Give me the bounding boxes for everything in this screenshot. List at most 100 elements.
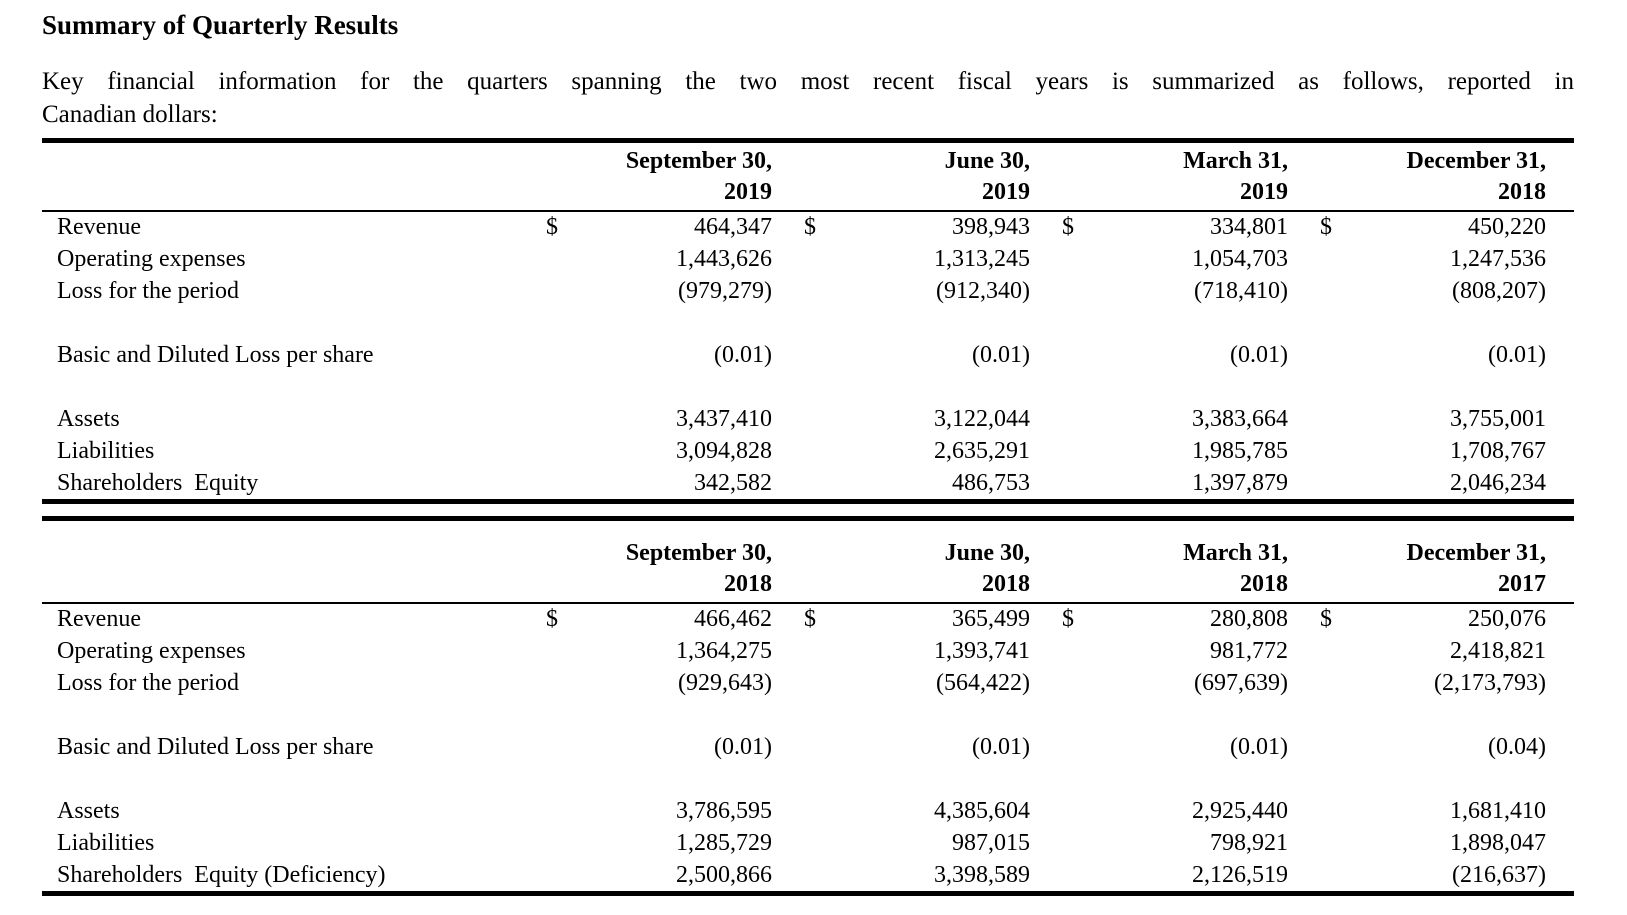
value-cell: 1,443,626 bbox=[676, 246, 773, 272]
table-header-row: September 30, 2019 June 30, 2019 March 31, 20… bbox=[42, 143, 1575, 212]
currency-symbol-cell bbox=[542, 667, 596, 699]
value-cell: (0.01) bbox=[1230, 734, 1289, 760]
value-cell: 466,462 bbox=[694, 606, 773, 632]
spacer-row bbox=[42, 371, 1574, 403]
table-bottom-double-rule bbox=[42, 499, 1574, 504]
value-cell: (216,637) bbox=[1452, 862, 1547, 888]
table-row: Revenue $464,347 $398,943 $334,801 $450,220 bbox=[42, 211, 1574, 243]
value-cell: 2,418,821 bbox=[1450, 638, 1547, 664]
currency-symbol-cell bbox=[1058, 403, 1112, 435]
currency-symbol-cell bbox=[1058, 339, 1112, 371]
value-cell: 1,393,741 bbox=[934, 638, 1031, 664]
column-header: March 31, 2018 bbox=[1058, 521, 1317, 604]
value-cell: 1,708,767 bbox=[1450, 438, 1547, 464]
currency-symbol-cell bbox=[542, 403, 596, 435]
column-header-month: December 31, bbox=[1406, 540, 1547, 566]
row-label: Basic and Diluted Loss per share bbox=[57, 734, 374, 760]
intro-paragraph-line-1: Key financial information for the quarte… bbox=[42, 68, 1574, 95]
currency-symbol-cell bbox=[1316, 467, 1370, 499]
currency-symbol-cell bbox=[800, 243, 854, 275]
quarterly-tables-container: September 30, 2019 June 30, 2019 March 31, 20… bbox=[42, 138, 1575, 896]
currency-symbol-cell bbox=[542, 635, 596, 667]
value-cell: (0.01) bbox=[1488, 342, 1547, 368]
table-row: Liabilities 1,285,729 987,015 798,921 1,898,… bbox=[42, 827, 1574, 859]
currency-symbol-cell bbox=[800, 275, 854, 307]
row-label: Assets bbox=[57, 406, 120, 432]
column-header: December 31, 2018 bbox=[1316, 143, 1575, 212]
value-cell: (0.01) bbox=[714, 734, 773, 760]
value-cell: 398,943 bbox=[952, 214, 1031, 240]
value-cell: 450,220 bbox=[1468, 214, 1547, 240]
spacer-cell bbox=[42, 699, 1574, 731]
column-header-month: September 30, bbox=[625, 540, 773, 566]
table-row: Operating expenses 1,443,626 1,313,245 1,05… bbox=[42, 243, 1574, 275]
value-cell: (564,422) bbox=[936, 670, 1031, 696]
row-label: Liabilities bbox=[57, 830, 155, 856]
value-cell: 486,753 bbox=[952, 470, 1031, 496]
column-header-year: 2018 bbox=[1498, 179, 1547, 205]
row-label: Assets bbox=[57, 798, 120, 824]
currency-symbol-cell bbox=[542, 859, 596, 891]
currency-symbol-cell bbox=[800, 795, 854, 827]
currency-symbol-cell bbox=[800, 467, 854, 499]
row-label: Revenue bbox=[57, 214, 141, 240]
currency-symbol-cell bbox=[1058, 467, 1112, 499]
column-header: September 30, 2018 bbox=[542, 521, 801, 604]
dollar-sign: $ bbox=[804, 214, 817, 240]
table-row: Loss for the period (929,643) (564,422) (69… bbox=[42, 667, 1574, 699]
column-header-year: 2017 bbox=[1498, 571, 1547, 597]
value-cell: 1,985,785 bbox=[1192, 438, 1289, 464]
currency-symbol-cell bbox=[800, 435, 854, 467]
dollar-sign: $ bbox=[1062, 214, 1075, 240]
currency-symbol-cell bbox=[1316, 435, 1370, 467]
row-label: Basic and Diluted Loss per share bbox=[57, 342, 374, 368]
section-title: Summary of Quarterly Results bbox=[42, 10, 399, 40]
value-cell: 4,385,604 bbox=[934, 798, 1031, 824]
financial-table-fiscal-2018-quarters: September 30, 2018 June 30, 2018 March 31, 20… bbox=[42, 516, 1575, 896]
table-row: Assets 3,437,410 3,122,044 3,383,664 3,755,0… bbox=[42, 403, 1574, 435]
currency-symbol-cell bbox=[1316, 275, 1370, 307]
currency-symbol-cell bbox=[542, 795, 596, 827]
table-row: Assets 3,786,595 4,385,604 2,925,440 1,681,4… bbox=[42, 795, 1574, 827]
quarterly-results-table: September 30, 2019 June 30, 2019 March 31, 20… bbox=[42, 143, 1575, 499]
currency-symbol-cell bbox=[1316, 635, 1370, 667]
value-cell: 1,313,245 bbox=[934, 246, 1031, 272]
value-cell: (0.01) bbox=[1230, 342, 1289, 368]
value-cell: 3,383,664 bbox=[1192, 406, 1289, 432]
financial-table-fiscal-2019-quarters: September 30, 2019 June 30, 2019 March 31, 20… bbox=[42, 138, 1575, 504]
value-cell: 1,681,410 bbox=[1450, 798, 1547, 824]
value-cell: 2,635,291 bbox=[934, 438, 1031, 464]
value-cell: 3,398,589 bbox=[934, 862, 1031, 888]
value-cell: (0.01) bbox=[714, 342, 773, 368]
table-row: Operating expenses 1,364,275 1,393,741 981,… bbox=[42, 635, 1574, 667]
dollar-sign: $ bbox=[546, 214, 558, 240]
row-label: Revenue bbox=[57, 606, 141, 632]
value-cell: 1,285,729 bbox=[676, 830, 773, 856]
value-cell: 1,054,703 bbox=[1192, 246, 1289, 272]
currency-symbol-cell bbox=[1316, 667, 1370, 699]
currency-symbol-cell bbox=[800, 403, 854, 435]
header-spacer-cell bbox=[42, 143, 542, 212]
value-cell: 3,122,044 bbox=[934, 406, 1031, 432]
value-cell: (0.01) bbox=[972, 734, 1031, 760]
table-row: Shareholders Equity 342,582 486,753 1,397,8… bbox=[42, 467, 1574, 499]
table-header-row: September 30, 2018 June 30, 2018 March 31, 20… bbox=[42, 521, 1575, 604]
currency-symbol-cell bbox=[1316, 731, 1370, 763]
currency-symbol-cell bbox=[542, 731, 596, 763]
value-cell: 981,772 bbox=[1210, 638, 1289, 664]
currency-symbol-cell bbox=[800, 339, 854, 371]
value-cell: 1,364,275 bbox=[676, 638, 773, 664]
value-cell: (718,410) bbox=[1194, 278, 1289, 304]
column-header-year: 2018 bbox=[1240, 571, 1289, 597]
row-label: Loss for the period bbox=[57, 278, 239, 304]
currency-symbol-cell bbox=[542, 467, 596, 499]
spacer-row bbox=[42, 699, 1574, 731]
currency-symbol-cell bbox=[1058, 243, 1112, 275]
row-label: Shareholders Equity bbox=[57, 470, 259, 496]
value-cell: 3,094,828 bbox=[676, 438, 773, 464]
currency-symbol-cell bbox=[1316, 795, 1370, 827]
currency-symbol-cell bbox=[1316, 403, 1370, 435]
table-row: Basic and Diluted Loss per share (0.01) (0… bbox=[42, 731, 1574, 763]
value-cell: 280,808 bbox=[1210, 606, 1289, 632]
value-cell: (2,173,793) bbox=[1434, 670, 1547, 696]
